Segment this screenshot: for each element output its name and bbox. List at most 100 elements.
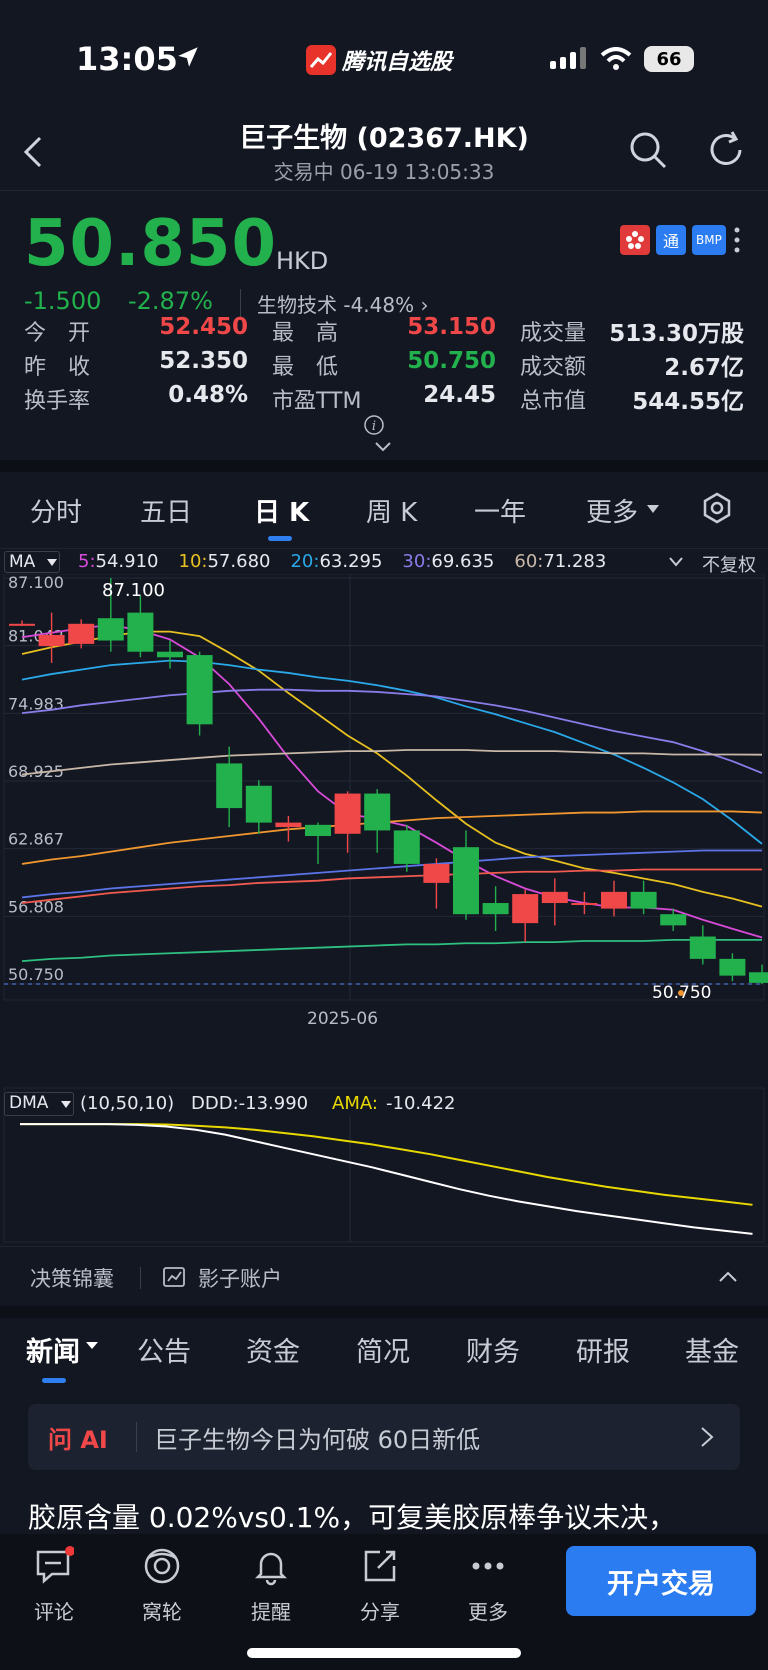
dma-ddd: DDD:-13.990	[191, 1093, 309, 1114]
alert-label: 提醒	[251, 1600, 291, 1624]
back-arrow-icon[interactable]	[18, 134, 48, 170]
bottom-action-bar: 评论 窝轮 提醒 分享 更多 开户交易	[0, 1534, 768, 1670]
y-tick-label: 56.808	[8, 897, 64, 916]
candle-body	[541, 891, 568, 904]
candle-body	[334, 793, 361, 834]
dma-ama-label: AMA:	[332, 1093, 378, 1114]
ma-value: 54.910	[95, 551, 159, 572]
candle-body	[38, 634, 65, 647]
tab-weekly-k[interactable]: 周 K	[366, 498, 418, 528]
ma-key: 20:	[290, 551, 320, 572]
tab-profile[interactable]: 简况	[356, 1337, 410, 1368]
ma-line-10	[21, 630, 763, 908]
y-tick-label: 74.983	[8, 694, 64, 713]
tab-five-day[interactable]: 五日	[140, 498, 193, 528]
stat-value: 24.45	[423, 382, 496, 408]
comment-button[interactable]: 评论	[14, 1546, 94, 1625]
battery-indicator: 66	[644, 46, 694, 72]
ask-ai-tag: 问 AI	[48, 1426, 108, 1454]
stat-label: 换手率	[24, 389, 91, 414]
candle-body	[127, 612, 154, 652]
tab-research[interactable]: 研报	[576, 1337, 630, 1368]
tab-intraday[interactable]: 分时	[30, 498, 83, 528]
stat-label: 今 开	[24, 321, 91, 346]
candle-body	[305, 824, 331, 837]
ma-value: 57.680	[207, 551, 271, 572]
warrant-label: 窝轮	[142, 1600, 182, 1624]
tab-announcements[interactable]: 公告	[137, 1337, 191, 1368]
stat-value: 53.150	[407, 314, 496, 340]
stock-title: 巨子生物 (02367.HK)	[239, 123, 529, 154]
adjust-mode[interactable]: 不复权	[702, 555, 756, 576]
sector-link[interactable]: 生物技术 -4.48% ›	[240, 289, 428, 318]
tab-more[interactable]: 更多	[586, 498, 639, 528]
tab-one-year[interactable]: 一年	[474, 498, 527, 528]
x-axis-label: 2025-06	[307, 1009, 378, 1029]
chart-box-icon	[163, 1267, 185, 1287]
news-tab-indicator	[42, 1378, 66, 1383]
chevron-down-icon[interactable]	[374, 441, 392, 453]
quote-panel: 50.850 HKD -1.500 -2.87% 生物技术 -4.48% › 通…	[0, 190, 768, 460]
ma-line-line-7	[21, 849, 762, 899]
tab-daily-k[interactable]: 日 K	[254, 498, 310, 528]
more-button[interactable]: 更多	[448, 1546, 528, 1625]
stat-label: 总市值	[520, 389, 587, 414]
ma-line-60	[21, 749, 763, 776]
chevron-right-icon	[701, 1427, 714, 1447]
stat-label: 昨 收	[24, 355, 91, 380]
section-divider	[0, 460, 768, 472]
chevron-up-icon[interactable]	[718, 1271, 738, 1283]
candle-body	[749, 972, 768, 983]
share-button[interactable]: 分享	[340, 1546, 420, 1625]
alert-button[interactable]: 提醒	[231, 1546, 311, 1625]
tools-divider	[140, 1267, 141, 1289]
tab-news[interactable]: 新闻	[26, 1337, 80, 1368]
more-dots-icon[interactable]	[732, 225, 742, 255]
warrant-button[interactable]: 窝轮	[122, 1546, 202, 1625]
caret-down-icon	[61, 1101, 71, 1108]
open-account-trade-button[interactable]: 开户交易	[566, 1546, 756, 1616]
tab-funds[interactable]: 基金	[685, 1337, 739, 1368]
dma-selector[interactable]: DMA	[4, 1092, 74, 1116]
candle-body	[216, 763, 243, 809]
candle-body	[630, 891, 657, 909]
last-price: 50.850	[24, 207, 277, 281]
ma-legend: MA 5:54.910 10:57.680 20:63.295 30:69.635 60…	[0, 548, 768, 576]
decision-kit-link[interactable]: 决策锦囊	[30, 1267, 114, 1291]
ma-line-20	[21, 659, 763, 845]
ma-key: 10:	[178, 551, 208, 572]
ask-ai-banner[interactable]: 问 AI 巨子生物今日为何破 60日新低	[28, 1404, 740, 1470]
kline-chart[interactable]: 87.10081.04274.98368.92562.86756.80850.7…	[0, 573, 768, 1244]
y-tick-label: 50.750	[8, 965, 64, 984]
price-change: -1.500	[24, 287, 102, 315]
ma-legend-item: 20:63.295	[290, 551, 382, 572]
ma-legend-item: 5:54.910	[78, 551, 159, 572]
share-label: 分享	[360, 1600, 400, 1624]
stat-value: 50.750	[407, 348, 496, 374]
chart-frame	[3, 573, 765, 1001]
ma-value: 69.635	[431, 551, 495, 572]
stat-value: 544.55亿	[632, 389, 744, 415]
section-divider	[0, 1306, 768, 1318]
info-icon[interactable]: i	[363, 414, 385, 436]
chevron-down-icon[interactable]	[668, 557, 684, 567]
candle-body	[719, 958, 746, 976]
location-arrow-icon	[178, 47, 198, 67]
shadow-account-link[interactable]: 影子账户	[198, 1267, 282, 1291]
kline-chart-area[interactable]: 87.100 81.042 74.983 68.925 62.867 56.808 50.7…	[0, 573, 768, 1244]
tab-financials[interactable]: 财务	[466, 1337, 520, 1368]
refresh-icon[interactable]	[706, 130, 746, 170]
ma-legend-item: 60:71.283	[514, 551, 606, 572]
ma-legend-item: 10:57.680	[179, 551, 271, 572]
ma-selector[interactable]: MA	[4, 551, 60, 573]
trading-status: 交易中 06-19 13:05:33	[273, 160, 495, 184]
chart-settings-icon[interactable]	[702, 492, 732, 524]
tab-capital[interactable]: 资金	[246, 1337, 300, 1368]
news-headline[interactable]: 胶原含量 0.02%vs0.1%，可复美胶原棒争议未决，	[28, 1501, 677, 1534]
bell-icon	[254, 1552, 288, 1586]
app-badge: 腾讯自选股	[306, 44, 452, 76]
caret-down-icon	[647, 505, 659, 513]
stat-value: 0.48%	[168, 382, 248, 408]
search-icon[interactable]	[628, 130, 668, 170]
candle-body	[571, 903, 598, 906]
